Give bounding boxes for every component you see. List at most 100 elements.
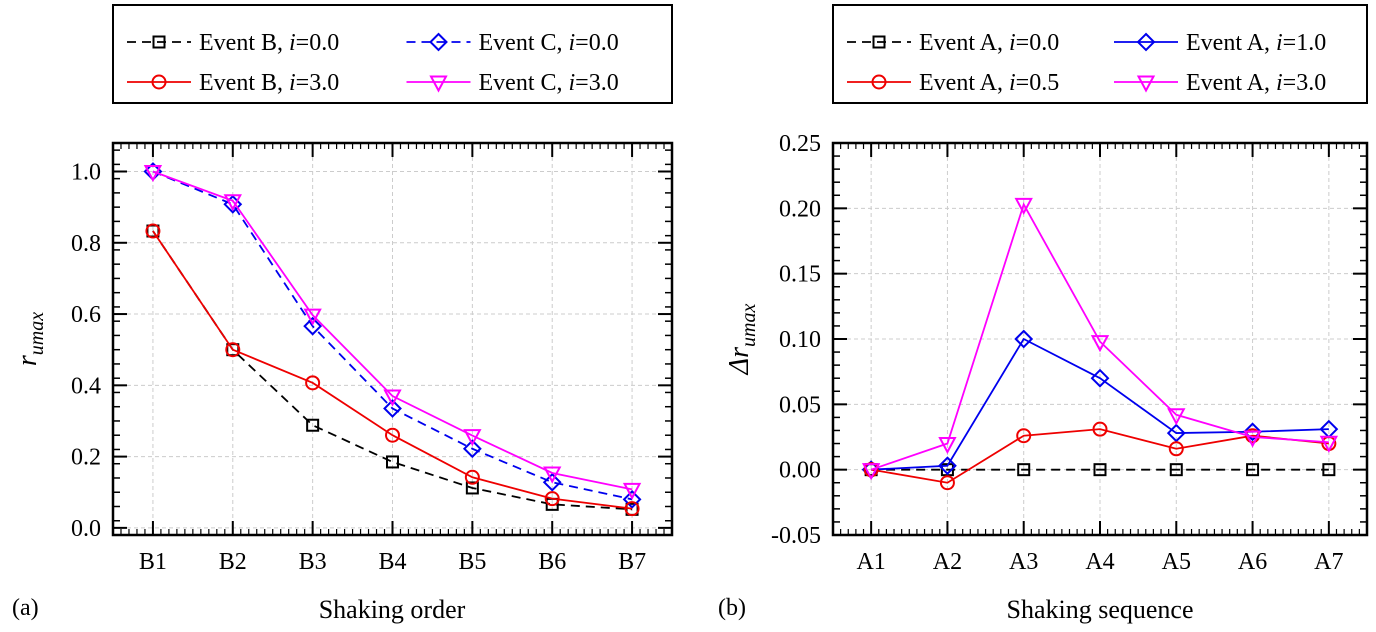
legend-item: Event A, i=0.0: [847, 30, 1059, 56]
y-axis-label: rumax: [12, 312, 48, 366]
legend-text-italic: i: [1009, 30, 1016, 56]
data-point: [1090, 335, 1110, 353]
legend-box: [832, 4, 1368, 104]
legend-label: Event A, i=0.0: [919, 30, 1059, 56]
x-tick-label: A5: [1162, 549, 1191, 575]
plot-frame: [831, 141, 1369, 537]
legend-marker: [151, 74, 167, 90]
data-point: [223, 194, 242, 212]
legend-marker: [429, 75, 448, 93]
data-point: [465, 481, 479, 495]
legend-marker: [872, 35, 886, 49]
legend-label: Event C, i=3.0: [479, 70, 619, 96]
x-tick-label: B3: [299, 549, 327, 575]
legend-text-part: =1.0: [1283, 30, 1327, 56]
y-tick-label: 0.0: [71, 516, 101, 542]
data-point: [143, 165, 163, 183]
x-tick-label: B6: [538, 549, 566, 575]
y-axis-label-main: r: [12, 355, 43, 366]
data-point: [225, 342, 241, 358]
panel-label: (b): [718, 595, 746, 621]
data-point: [303, 308, 322, 326]
legend-label: Event A, i=3.0: [1186, 70, 1326, 96]
legend-marker: [1136, 32, 1156, 52]
x-tick-label: B5: [458, 549, 486, 575]
x-tick-label: A2: [933, 549, 962, 575]
data-point: [622, 489, 642, 509]
legend-box: [112, 4, 673, 104]
legend-text-italic: i: [569, 70, 576, 96]
data-point: [622, 482, 642, 501]
data-point: [1016, 428, 1032, 444]
x-tick-label: A3: [1009, 549, 1038, 575]
y-tick-label: 0.00: [779, 458, 821, 484]
data-point: [1168, 441, 1184, 457]
legend-item: Event B, i=0.0: [127, 30, 339, 56]
data-point: [1093, 463, 1107, 477]
y-axis-label-main: Δr: [724, 347, 755, 375]
data-point: [464, 469, 480, 485]
x-tick-label: A1: [856, 549, 885, 575]
data-point: [306, 418, 320, 432]
data-point: [463, 429, 482, 447]
legend-text-italic: i: [569, 30, 576, 56]
legend-text-part: Event A,: [919, 70, 1009, 96]
y-tick-label: 0.25: [779, 131, 821, 157]
legend-text-part: Event A,: [1186, 30, 1276, 56]
legend-text-part: Event A,: [1186, 70, 1276, 96]
series: [861, 197, 1339, 481]
series-line: [870, 202, 1329, 471]
legend-marker: [429, 32, 448, 52]
legend-label: Event A, i=0.5: [919, 70, 1059, 96]
legend-item: Event A, i=0.5: [847, 70, 1059, 96]
data-point: [1322, 463, 1336, 477]
legend-marker: [152, 35, 166, 49]
legend-text-part: =0.0: [575, 30, 619, 56]
data-point: [1014, 329, 1034, 349]
legend-text-part: Event C,: [479, 70, 569, 96]
series-line: [152, 170, 633, 501]
y-tick-label: 0.8: [71, 231, 101, 257]
x-axis-label: Shaking sequence: [1006, 595, 1193, 624]
series-line: [152, 230, 633, 510]
data-point: [145, 223, 161, 239]
legend-text-part: Event B,: [199, 70, 289, 96]
data-point: [544, 491, 560, 507]
legend-item: Event B, i=3.0: [127, 70, 339, 96]
data-point: [543, 466, 562, 484]
series: [143, 165, 642, 501]
legend-marker: [871, 74, 887, 90]
y-tick-label: 0.2: [71, 445, 101, 471]
legend-text-part: =3.0: [1283, 70, 1327, 96]
x-axis-label: Shaking order: [319, 595, 466, 624]
chart-panel-a: 0.0 0.2 0.4 0.6 0.8 1.0 B1 B2 B3 B4 B5 B6 B7 Shaking …: [12, 4, 674, 624]
data-point: [624, 501, 640, 517]
data-point: [1167, 408, 1186, 426]
series-line: [870, 428, 1329, 484]
data-point: [383, 399, 402, 418]
x-tick-label: B2: [219, 549, 247, 575]
legend-text-italic: i: [289, 30, 296, 56]
data-point: [385, 427, 400, 443]
y-tick-label: 0.10: [779, 327, 821, 353]
data-point: [1319, 435, 1339, 453]
data-point: [223, 194, 243, 214]
data-point: [1243, 422, 1262, 442]
data-point: [938, 456, 957, 476]
legend-label: Event B, i=3.0: [199, 70, 339, 96]
x-tick-label: A7: [1314, 549, 1343, 575]
legend-text-part: Event C,: [479, 30, 569, 56]
legend-text-part: =0.0: [1016, 30, 1060, 56]
data-point: [939, 475, 955, 491]
legend-label: Event C, i=0.0: [479, 30, 619, 56]
data-point: [386, 455, 399, 469]
legend-text-part: Event A,: [919, 30, 1009, 56]
series: [145, 223, 640, 517]
y-tick-label: 1.0: [71, 160, 101, 186]
chart-panel-b: -0.05 0.00 0.05 0.10 0.15 0.20 0.25 A1 A2 A3 A4 A5 A…: [718, 4, 1369, 624]
plot-frame: [111, 141, 674, 537]
legend-marker: [1136, 75, 1156, 93]
data-point: [542, 472, 562, 492]
